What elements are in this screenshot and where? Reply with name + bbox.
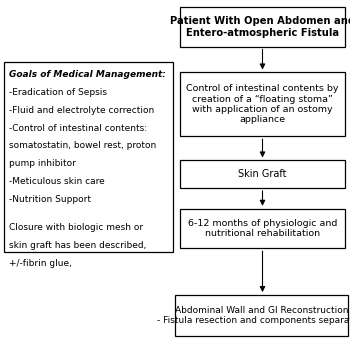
Text: Closure with biologic mesh or: Closure with biologic mesh or <box>9 223 143 232</box>
Text: Goals of Medical Management:: Goals of Medical Management: <box>9 70 166 79</box>
Bar <box>180 7 345 47</box>
Text: -Fluid and electrolyte correction: -Fluid and electrolyte correction <box>9 106 154 115</box>
Text: -Eradication of Sepsis: -Eradication of Sepsis <box>9 88 107 97</box>
Text: 6-12 months of physiologic and
nutritional rehabilitation: 6-12 months of physiologic and nutrition… <box>188 219 337 238</box>
Bar <box>180 160 345 188</box>
Bar <box>180 72 345 136</box>
Text: +/-fibrin glue,: +/-fibrin glue, <box>9 259 72 268</box>
Text: Abdominal Wall and GI Reconstruction
- Fistula resection and components separati: Abdominal Wall and GI Reconstruction - F… <box>157 306 350 325</box>
Bar <box>175 295 348 336</box>
Text: -Control of intestinal contents:: -Control of intestinal contents: <box>9 124 147 132</box>
Bar <box>4 62 173 252</box>
Text: skin graft has been described,: skin graft has been described, <box>9 241 146 250</box>
Text: Control of intestinal contents by
creation of a “floating stoma”
with applicatio: Control of intestinal contents by creati… <box>186 84 339 125</box>
Text: -Meticulous skin care: -Meticulous skin care <box>9 177 105 186</box>
Text: somatostatin, bowel rest, proton: somatostatin, bowel rest, proton <box>9 141 156 150</box>
Text: Patient With Open Abdomen and
Entero-atmospheric Fistula: Patient With Open Abdomen and Entero-atm… <box>170 16 350 38</box>
Text: pump inhibitor: pump inhibitor <box>9 159 76 168</box>
Text: Skin Graft: Skin Graft <box>238 169 287 179</box>
Text: -Nutrition Support: -Nutrition Support <box>9 195 91 204</box>
Bar <box>180 209 345 248</box>
